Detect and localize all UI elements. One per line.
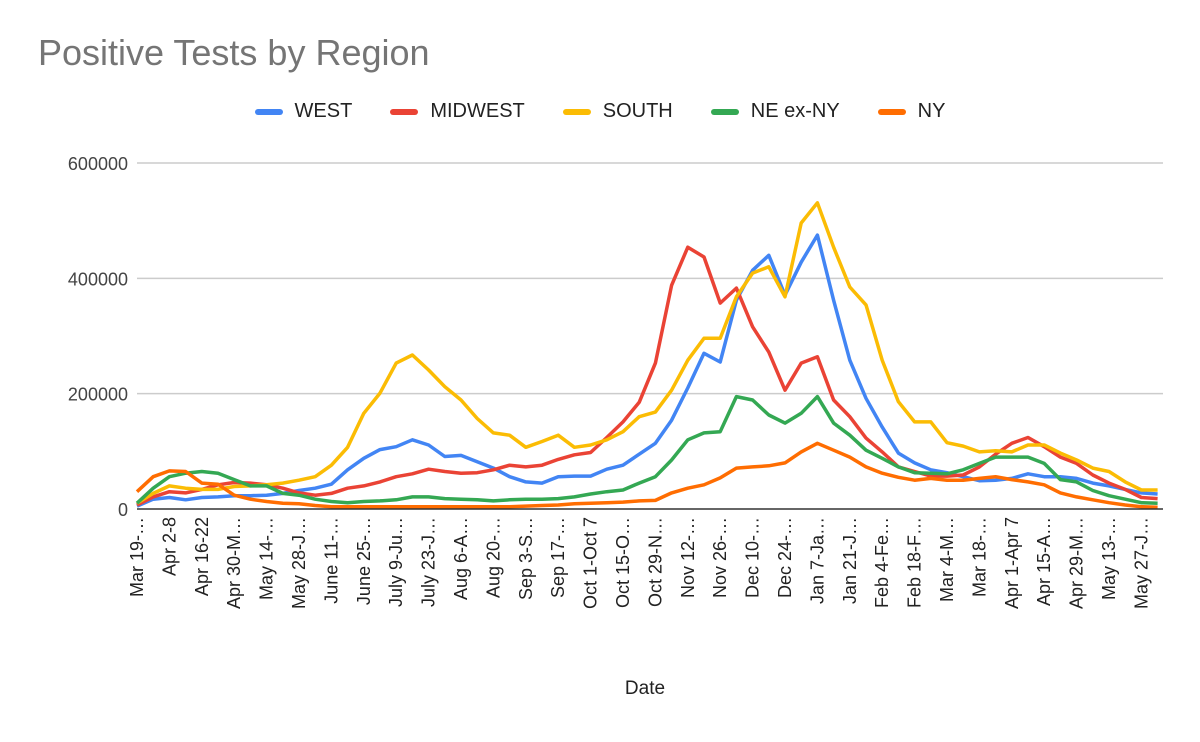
legend-swatch	[390, 108, 419, 115]
legend-item-west[interactable]: WEST	[254, 100, 353, 123]
x-tick-label: Oct 29-N…	[645, 517, 665, 607]
legend-label: NY	[917, 100, 946, 122]
series-line-south	[136, 201, 1158, 505]
x-tick-label: July 9-Ju…	[386, 517, 406, 607]
legend-label: MIDWEST	[430, 100, 525, 122]
x-tick-label: Apr 1-Apr 7	[1002, 517, 1022, 609]
x-tick-label: Sep 17-…	[548, 517, 568, 598]
legend-label: SOUTH	[602, 100, 673, 122]
x-tick-label: Feb 18-F…	[905, 517, 925, 608]
x-tick-label: Apr 16-22	[192, 517, 212, 596]
y-tick-label: 0	[118, 500, 128, 520]
x-tick-label: Nov 12-…	[678, 517, 698, 598]
legend-item-ne-ex-ny[interactable]: NE ex-NY	[710, 100, 840, 123]
x-tick-label: Jan 7-Ja…	[807, 517, 827, 604]
x-tick-label: Aug 20-…	[483, 517, 503, 598]
x-tick-label: June 11-…	[321, 517, 341, 604]
x-tick-label: Apr 30-M…	[224, 517, 244, 609]
legend-label: NE ex-NY	[750, 100, 840, 122]
x-tick-label: Mar 18-…	[969, 517, 989, 597]
x-tick-label: Mar 4-M…	[937, 517, 957, 602]
legend-item-midwest[interactable]: MIDWEST	[390, 100, 525, 123]
x-tick-label: May 13-…	[1099, 517, 1119, 600]
x-tick-label: Nov 26-…	[710, 517, 730, 598]
x-tick-label: Apr 29-M…	[1067, 517, 1087, 609]
series-line-west	[136, 233, 1158, 508]
legend-swatch	[562, 108, 591, 115]
x-tick-label: July 23-J…	[419, 517, 439, 607]
x-tick-label: May 28-J…	[289, 517, 309, 609]
x-tick-label: Oct 1-Oct 7	[581, 517, 601, 609]
x-tick-label: Dec 24-…	[775, 517, 795, 598]
x-tick-label: June 25-…	[354, 517, 374, 605]
x-tick-label: Sep 3-S…	[516, 517, 536, 600]
legend-swatch	[877, 108, 906, 115]
series-line-ny	[135, 441, 1158, 510]
x-tick-label: May 14-…	[257, 517, 277, 600]
series-line-ne-ex-ny	[135, 394, 1158, 505]
series-line-midwest	[136, 245, 1158, 507]
y-tick-label: 200000	[68, 385, 128, 405]
legend-item-south[interactable]: SOUTH	[562, 100, 673, 123]
chart-title: Positive Tests by Region	[38, 32, 430, 73]
x-tick-label: Apr 15-A…	[1034, 517, 1054, 606]
x-tick-label: Oct 15-O…	[613, 517, 633, 608]
x-tick-label: Feb 4-Fe…	[872, 517, 892, 608]
legend-swatch	[710, 108, 739, 115]
legend-swatch	[254, 108, 283, 115]
x-tick-label: Aug 6-A…	[451, 517, 471, 600]
legend: WEST MIDWEST SOUTH NE ex-NY NY	[0, 100, 1200, 123]
x-tick-label: Jan 21-J…	[840, 517, 860, 604]
x-tick-label: Apr 2-8	[159, 517, 179, 576]
x-tick-label: Dec 10-…	[743, 517, 763, 598]
x-tick-label: May 27-J…	[1131, 517, 1151, 609]
legend-item-ny[interactable]: NY	[877, 100, 946, 123]
x-axis-title: Date	[624, 678, 666, 699]
x-tick-label: Mar 19-…	[127, 517, 147, 597]
legend-label: WEST	[294, 100, 353, 122]
y-tick-label: 400000	[68, 269, 128, 289]
y-tick-label: 600000	[68, 154, 128, 174]
